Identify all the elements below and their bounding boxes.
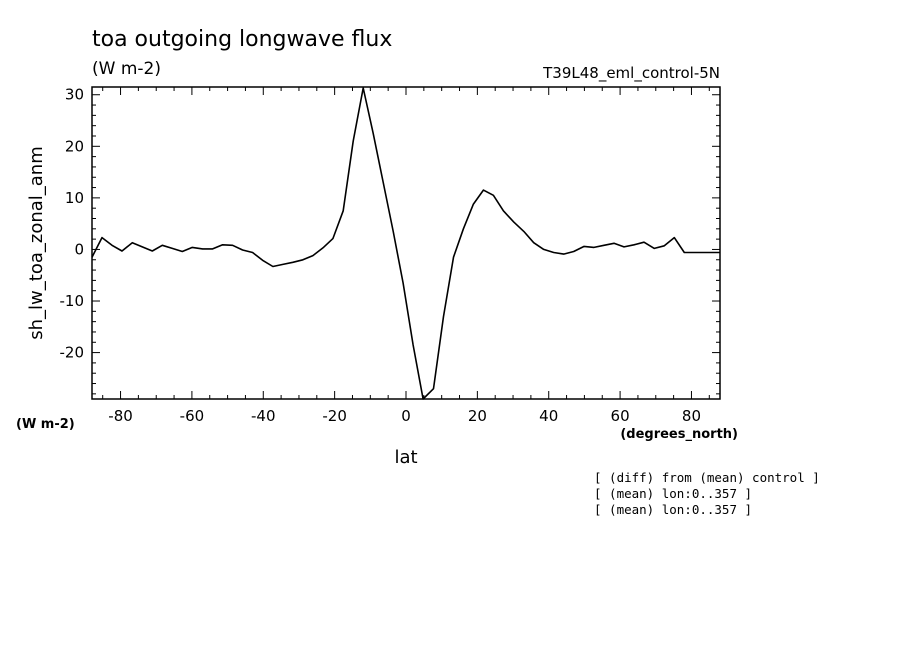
y-tick-labels: 30 20 10 0 -10 -20: [60, 86, 85, 362]
axis-ticks: [92, 87, 720, 399]
y-tick-label: 10: [65, 189, 84, 207]
y-units-label: (W m-2): [16, 417, 75, 432]
note-line-2: [ (mean) lon:0..357 ]: [594, 486, 752, 501]
y-tick-label: 0: [74, 240, 84, 258]
y-tick-label: -10: [60, 292, 85, 310]
chart-subtitle: (W m-2): [92, 59, 161, 79]
x-tick-label: -80: [108, 407, 133, 425]
y-tick-label: 20: [65, 137, 84, 155]
x-tick-label: -20: [322, 407, 347, 425]
series-line: [91, 87, 720, 400]
x-tick-label: 80: [682, 407, 701, 425]
x-units-label: (degrees_north): [620, 427, 738, 442]
x-tick-label: 20: [468, 407, 487, 425]
y-tick-label: -20: [60, 344, 85, 362]
note-line-1: [ (diff) from (mean) control ]: [594, 470, 820, 485]
y-tick-label: 30: [65, 86, 84, 104]
x-tick-label: 60: [611, 407, 630, 425]
note-line-3: [ (mean) lon:0..357 ]: [594, 502, 752, 517]
run-label: T39L48_eml_control-5N: [542, 64, 720, 83]
x-tick-label: 0: [401, 407, 411, 425]
x-tick-label: -40: [251, 407, 276, 425]
chart-title: toa outgoing longwave flux: [92, 27, 392, 52]
x-tick-labels: -80 -60 -40 -20 0 20 40 60 80: [108, 407, 701, 425]
x-tick-label: 40: [539, 407, 558, 425]
x-axis-label: lat: [394, 447, 417, 468]
y-axis-label: sh_lw_toa_zonal_anm: [26, 146, 47, 339]
plot-frame: [91, 86, 721, 400]
x-tick-label: -60: [180, 407, 205, 425]
